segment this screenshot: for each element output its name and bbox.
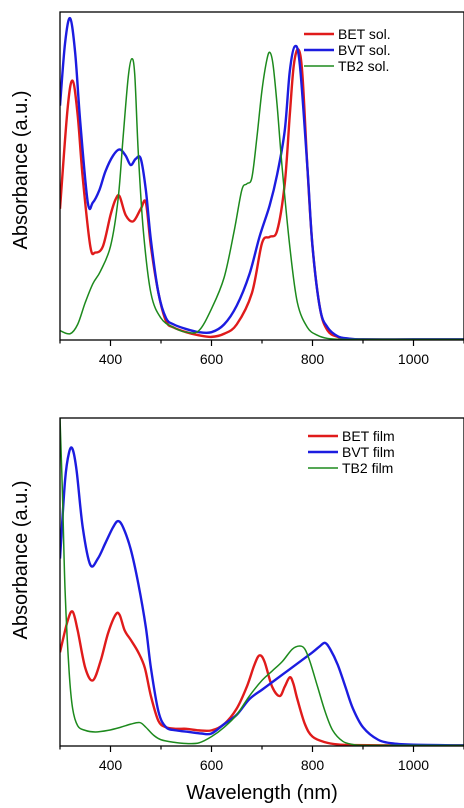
bottom-series-bvt-film	[60, 446, 464, 746]
bottom-x-tick-label: 800	[301, 757, 325, 773]
top-chart: Absorbance (a.u.) 400 600 800 1000 BET sol.…	[10, 11, 464, 367]
top-y-axis-label: Absorbance (a.u.)	[10, 91, 32, 250]
bottom-y-axis-label: Absorbance (a.u.)	[10, 481, 32, 640]
top-legend: BET sol.BVT sol.TB2 sol.	[304, 26, 391, 74]
top-x-ticks: 400 600 800 1000	[59, 340, 464, 367]
top-x-tick-label: 800	[301, 351, 325, 367]
bottom-series-tb2-film	[60, 418, 464, 746]
bottom-x-tick-label: 1000	[398, 757, 429, 773]
bottom-x-tick-label: 600	[200, 757, 224, 773]
top-series-bvt-sol	[60, 17, 464, 340]
top-x-tick-label: 400	[99, 351, 123, 367]
bottom-x-tick-label: 400	[99, 757, 123, 773]
bottom-legend-label: BET film	[342, 428, 395, 444]
bottom-x-axis-label: Wavelength (nm)	[186, 782, 338, 804]
bottom-chart: Absorbance (a.u.) 400 600 800 1000 BET film…	[10, 417, 464, 804]
top-x-tick-label: 600	[200, 351, 224, 367]
top-legend-label: TB2 sol.	[338, 58, 389, 74]
bottom-series-group	[60, 418, 464, 746]
top-series-group	[60, 17, 464, 340]
bottom-series-bet-film	[60, 610, 464, 746]
top-legend-label: BVT sol.	[338, 42, 391, 58]
top-series-tb2-sol	[60, 51, 464, 340]
bottom-legend-label: BVT film	[342, 444, 395, 460]
bottom-plot-frame	[59, 417, 464, 747]
bottom-legend-label: TB2 film	[342, 460, 393, 476]
top-x-tick-label: 1000	[398, 351, 429, 367]
top-legend-label: BET sol.	[338, 26, 391, 42]
bottom-x-ticks: 400 600 800 1000	[59, 746, 464, 773]
